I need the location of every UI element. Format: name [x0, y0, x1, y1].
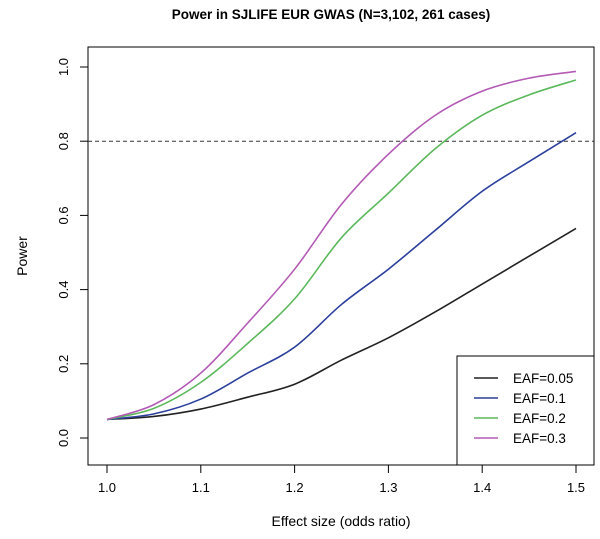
series-line-2	[106, 79, 577, 421]
y-tick-label: 0.4	[56, 281, 71, 299]
legend: EAF=0.05 EAF=0.1 EAF=0.2 EAF=0.3	[456, 355, 595, 466]
legend-label-2: EAF=0.2	[513, 411, 566, 426]
legend-label-1: EAF=0.1	[513, 391, 566, 406]
series-line-0	[106, 227, 577, 421]
series-line-1	[106, 131, 577, 421]
x-axis-label: Effect size (odds ratio)	[271, 513, 410, 529]
x-axis: 1.0 1.1 1.2 1.3 1.4 1.5	[98, 464, 585, 495]
x-tick-label: 1.0	[98, 480, 116, 495]
series-line-3	[106, 70, 577, 421]
legend-label-3: EAF=0.3	[513, 431, 566, 446]
x-tick-label: 1.4	[473, 480, 491, 495]
y-tick-label: 1.0	[56, 58, 71, 76]
x-tick-label: 1.5	[567, 480, 585, 495]
x-tick-label: 1.2	[286, 480, 304, 495]
legend-box	[456, 355, 595, 466]
y-tick-label: 0.0	[56, 429, 71, 447]
y-tick-label: 0.8	[56, 132, 71, 150]
y-tick-label: 0.6	[56, 206, 71, 224]
x-tick-label: 1.1	[192, 480, 210, 495]
y-axis: 0.0 0.2 0.4 0.6 0.8 1.0	[56, 58, 89, 447]
chart-title: Power in SJLIFE EUR GWAS (N=3,102, 261 c…	[172, 7, 491, 22]
y-axis-label: Power	[14, 236, 30, 276]
y-tick-label: 0.2	[56, 355, 71, 373]
x-tick-label: 1.3	[379, 480, 397, 495]
series-group	[106, 70, 577, 421]
legend-label-0: EAF=0.05	[513, 371, 573, 386]
